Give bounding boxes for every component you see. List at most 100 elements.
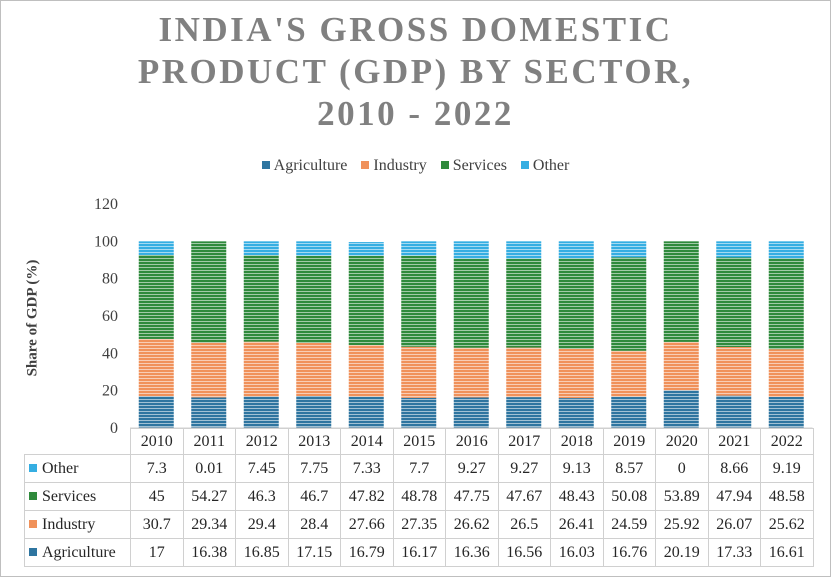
- y-tick-label: 40: [102, 345, 118, 362]
- data-label: 26.5: [497, 510, 551, 539]
- data-label: 9.19: [760, 454, 814, 483]
- data-label: 0: [655, 454, 709, 483]
- data-label: 27.35: [392, 510, 446, 539]
- data-label: 16.17: [392, 538, 446, 567]
- table-row-other: Other 7.3 0.01 7.45 7.75 7.33 7.7 9.27 9.27 9.13 8…: [24, 454, 814, 483]
- bar-industry-2016: [453, 347, 489, 398]
- data-label: 47.82: [340, 482, 394, 511]
- table-series-name: Agriculture: [42, 543, 116, 561]
- legend: Agriculture Industry Services Other: [1, 157, 830, 175]
- data-label: 26.07: [707, 510, 761, 539]
- table-header-row: 2010 2011 2012 2013 2014 2015 2016 2017 2018 2019…: [24, 428, 814, 455]
- table-row-industry: Industry 30.7 29.34 29.4 28.4 27.66 27.35 26.62…: [24, 510, 814, 539]
- bar-other-2012: [243, 241, 279, 256]
- bar-industry-2018: [558, 348, 594, 399]
- legend-item-agriculture: Agriculture: [261, 157, 347, 175]
- legend-item-services: Services: [440, 157, 507, 175]
- legend-label-other: Other: [532, 157, 570, 174]
- data-label: 16.85: [235, 538, 289, 567]
- legend-item-other: Other: [520, 157, 570, 175]
- data-label: 9.27: [497, 454, 551, 483]
- bar-services-2013: [296, 255, 332, 343]
- y-tick-label: 100: [94, 233, 118, 250]
- table-row-agriculture: Agriculture 17 16.38 16.85 17.15 16.79 16.17 16…: [24, 538, 814, 567]
- bar-agriculture-2016: [453, 397, 489, 428]
- table-swatch-other: [29, 463, 37, 472]
- table-series-label: Other: [24, 454, 131, 483]
- data-label: 48.43: [550, 482, 604, 511]
- data-label: 47.67: [497, 482, 551, 511]
- x-tick-label: 2014: [340, 428, 394, 455]
- x-tick-label: 2019: [602, 428, 656, 455]
- bar-agriculture-2019: [611, 396, 647, 428]
- bar-other-2018: [558, 241, 594, 259]
- legend-swatch-other: [520, 161, 529, 170]
- bar-other-2010: [138, 241, 174, 255]
- chart-title-line-3: 2010 - 2022: [317, 94, 514, 133]
- data-label: 0.01: [182, 454, 236, 483]
- legend-swatch-services: [440, 161, 449, 170]
- bar-services-2018: [558, 258, 594, 349]
- bar-other-2022: [768, 241, 804, 259]
- data-label: 46.3: [235, 482, 289, 511]
- table-series-name: Other: [42, 459, 79, 477]
- data-label: 29.34: [182, 510, 236, 539]
- data-label: 25.92: [655, 510, 709, 539]
- data-label: 16.36: [445, 538, 499, 567]
- x-tick-label: 2011: [182, 428, 236, 455]
- table-series-label: Agriculture: [24, 538, 131, 567]
- bar-other-2019: [611, 241, 647, 258]
- legend-swatch-industry: [361, 161, 370, 170]
- table-swatch-industry: [29, 519, 37, 528]
- data-label: 30.7: [130, 510, 184, 539]
- bar-industry-2013: [296, 342, 332, 396]
- bar-agriculture-2010: [138, 396, 174, 428]
- bar-agriculture-2014: [348, 396, 384, 428]
- bar-agriculture-2020: [663, 390, 699, 428]
- bar-services-2016: [453, 258, 489, 348]
- table-series-name: Industry: [42, 515, 96, 533]
- x-tick-label: 2016: [445, 428, 499, 455]
- data-label: 20.19: [655, 538, 709, 567]
- data-label: 50.08: [602, 482, 656, 511]
- data-label: 48.78: [392, 482, 446, 511]
- data-label: 46.7: [287, 482, 341, 511]
- table-row-services: Services 45 54.27 46.3 46.7 47.82 48.78 47.75 47…: [24, 482, 814, 511]
- chart-title-line-2: PRODUCT (GDP) BY SECTOR,: [137, 52, 694, 91]
- data-table: 2010 2011 2012 2013 2014 2015 2016 2017 2018 2019…: [24, 428, 814, 567]
- data-label: 7.7: [392, 454, 446, 483]
- x-tick-label: 2022: [760, 428, 814, 455]
- bar-services-2020: [663, 241, 699, 342]
- bar-services-2011: [191, 241, 227, 343]
- bar-agriculture-2013: [296, 395, 332, 428]
- legend-item-industry: Industry: [361, 157, 427, 175]
- bar-services-2017: [506, 258, 542, 348]
- data-label: 9.13: [550, 454, 604, 483]
- legend-swatch-agriculture: [261, 161, 270, 170]
- data-label: 16.61: [760, 538, 814, 567]
- data-label: 26.62: [445, 510, 499, 539]
- data-label: 47.75: [445, 482, 499, 511]
- data-label: 16.03: [550, 538, 604, 567]
- bar-other-2014: [348, 242, 384, 256]
- table-corner: [24, 428, 131, 455]
- legend-label-services: Services: [452, 157, 507, 174]
- bar-agriculture-2022: [768, 396, 804, 428]
- bar-services-2021: [716, 257, 752, 347]
- data-label: 28.4: [287, 510, 341, 539]
- table-series-label: Industry: [24, 510, 131, 539]
- y-tick-label: 60: [102, 308, 118, 325]
- bar-services-2012: [243, 255, 279, 342]
- data-label: 48.58: [760, 482, 814, 511]
- data-label: 29.4: [235, 510, 289, 539]
- data-label: 26.41: [550, 510, 604, 539]
- x-tick-label: 2017: [497, 428, 551, 455]
- bar-agriculture-2018: [558, 398, 594, 428]
- bar-industry-2015: [401, 346, 437, 398]
- x-tick-label: 2010: [130, 428, 184, 455]
- bar-industry-2010: [138, 338, 174, 397]
- bar-industry-2019: [611, 350, 647, 397]
- x-tick-label: 2013: [287, 428, 341, 455]
- data-label: 54.27: [182, 482, 236, 511]
